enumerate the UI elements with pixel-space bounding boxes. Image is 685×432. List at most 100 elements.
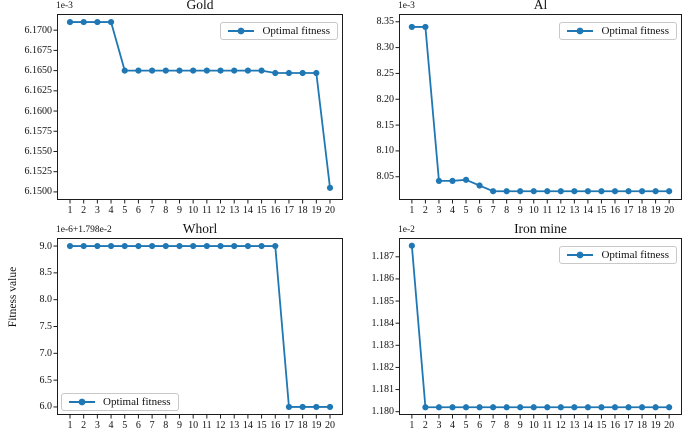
x-tick-label: 1 <box>409 420 415 431</box>
x-tick-label: 5 <box>463 205 469 216</box>
data-point-marker <box>638 188 646 195</box>
data-point-marker <box>176 242 183 250</box>
x-tick-label: 20 <box>664 420 675 431</box>
x-tick-label: 9 <box>176 205 182 216</box>
x-tick-label: 13 <box>229 420 240 431</box>
y-tick-label: 1.181 <box>371 384 395 396</box>
data-point-marker <box>107 242 115 250</box>
data-point-marker <box>652 188 659 195</box>
data-point-marker <box>611 188 619 195</box>
data-point-marker <box>231 67 238 74</box>
x-tick-label: 16 <box>609 420 620 431</box>
y-tick-label: 8.30 <box>376 42 395 54</box>
y-tick-label: 1.184 <box>371 317 395 329</box>
data-point-marker <box>217 242 224 250</box>
x-tick-label: 10 <box>188 205 199 216</box>
x-tick-label: 12 <box>215 420 226 431</box>
x-tick-label: 19 <box>650 420 661 431</box>
data-point-marker <box>652 404 659 411</box>
x-tick-label: 10 <box>188 420 199 431</box>
y-tick-label: 6.1700 <box>24 24 53 36</box>
x-tick-label: 19 <box>650 205 661 216</box>
x-tick-label: 9 <box>176 420 182 431</box>
data-point-marker <box>272 69 279 77</box>
axis-offset-text: 1e-6+1.798e-2 <box>56 225 112 235</box>
data-point-marker <box>258 242 265 250</box>
y-tick-label: 8.05 <box>376 171 395 183</box>
x-tick-label: 11 <box>202 420 212 431</box>
data-point-marker <box>299 69 306 77</box>
legend-marker-icon <box>78 398 86 406</box>
data-point-marker <box>666 188 673 195</box>
y-tick-label: 6.0 <box>39 401 53 413</box>
x-tick-label: 20 <box>325 205 335 216</box>
legend-line-icon <box>567 27 594 35</box>
data-point-marker <box>530 188 537 195</box>
y-tick-label: 6.1600 <box>24 105 53 117</box>
plot-area <box>53 18 334 204</box>
data-point-marker <box>571 188 578 195</box>
subplot-top-right: Al 1e-3 Optimal fitness 1 2 3 4 5 6 7 8 9 10 11 12 1… <box>377 0 682 216</box>
x-tick-label: 15 <box>596 205 607 216</box>
y-tick-label: 6.1500 <box>24 186 53 198</box>
y-tick-label: 6.1625 <box>24 85 53 97</box>
legend-line-icon <box>228 27 255 35</box>
y-tick-label: 9.0 <box>39 240 53 252</box>
data-point-marker <box>408 242 415 249</box>
data-point-marker <box>666 404 673 411</box>
y-tick-label: 6.1575 <box>24 125 53 137</box>
x-tick-label: 3 <box>436 205 442 216</box>
x-tick-label: 11 <box>542 420 553 431</box>
data-point-marker <box>80 18 87 26</box>
data-point-marker <box>517 188 524 195</box>
x-tick-label: 19 <box>311 420 322 431</box>
data-point-marker <box>557 188 564 195</box>
legend-label: Optimal fitness <box>103 396 171 408</box>
subplot-top-left: Gold 1e-3 Optimal fitness 1 2 3 4 5 6 7 8 9 10 11 1… <box>25 0 343 216</box>
x-tick-label: 4 <box>449 420 455 431</box>
data-point-marker <box>176 67 183 74</box>
x-tick-label: 18 <box>297 420 308 431</box>
data-point-marker <box>476 182 483 189</box>
data-point-marker <box>149 242 156 250</box>
x-tick-label: 9 <box>517 205 523 216</box>
y-tick-label: 1.183 <box>371 339 395 351</box>
data-point-marker <box>408 23 415 31</box>
data-point-marker <box>162 242 169 250</box>
data-point-marker <box>449 404 456 411</box>
plot-area <box>395 21 673 204</box>
data-point-marker <box>503 188 510 195</box>
x-tick-label: 16 <box>270 420 281 431</box>
data-point-marker <box>530 404 537 411</box>
y-tick-label: 7.5 <box>39 321 53 332</box>
y-tick-label: 6.1525 <box>24 166 53 178</box>
chart-title: Iron mine <box>514 221 567 236</box>
x-tick-label: 13 <box>569 205 580 216</box>
data-point-marker <box>571 404 578 411</box>
plot-area <box>395 242 673 419</box>
data-point-marker <box>94 242 101 250</box>
legend-label: Optimal fitness <box>262 25 330 37</box>
plot-area <box>53 242 334 419</box>
data-point-marker <box>135 242 142 250</box>
data-point-marker <box>203 67 210 74</box>
data-point-marker <box>203 242 210 250</box>
x-tick-label: 9 <box>517 420 523 431</box>
data-point-marker <box>435 177 443 184</box>
data-point-marker <box>598 188 605 195</box>
data-point-marker <box>313 403 320 411</box>
x-tick-label: 17 <box>623 205 634 216</box>
x-tick-label: 11 <box>542 205 553 216</box>
data-point-marker <box>422 23 429 31</box>
y-tick-label: 7.0 <box>39 347 53 359</box>
x-tick-label: 10 <box>528 205 539 216</box>
data-point-marker <box>231 242 238 250</box>
x-tick-label: 20 <box>325 420 335 431</box>
y-tick-label: 1.185 <box>371 295 395 307</box>
data-point-marker <box>490 188 497 195</box>
data-point-marker <box>544 404 551 411</box>
data-point-marker <box>517 404 524 411</box>
y-tick-label: 6.1650 <box>24 65 53 77</box>
chart-title: Gold <box>186 0 214 12</box>
y-tick-label: 1.186 <box>371 273 395 285</box>
